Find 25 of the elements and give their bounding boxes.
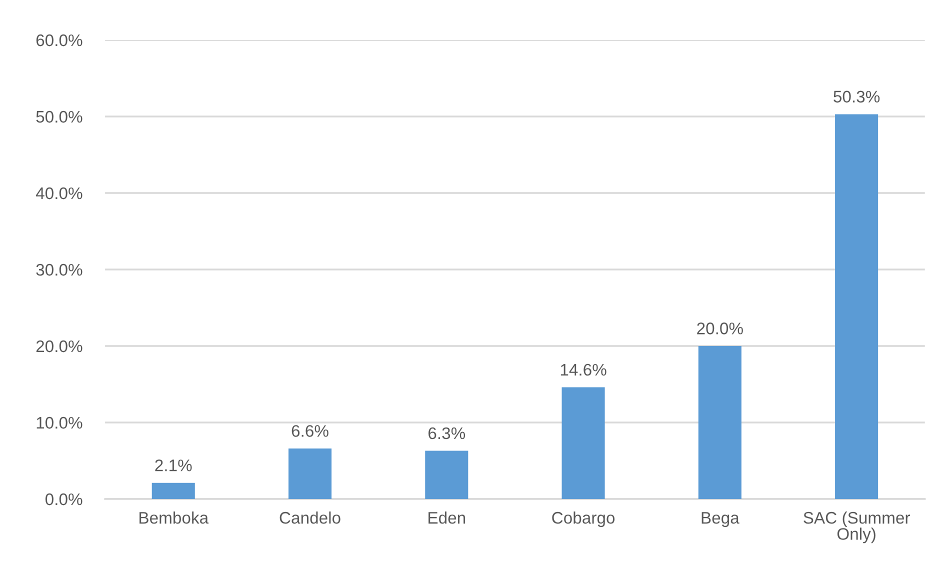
data-label: 14.6% <box>560 364 606 376</box>
y-tick-label: 50.0% <box>36 110 82 123</box>
y-tick-label: 0.0% <box>46 493 82 506</box>
data-label: 2.1% <box>155 459 192 472</box>
x-tick-label: Candelo <box>280 511 340 524</box>
x-tick-label: Cobargo <box>552 511 615 528</box>
data-label: 6.6% <box>292 425 328 437</box>
y-tick-label: 60.0% <box>36 34 82 46</box>
data-label: 6.3% <box>428 427 466 440</box>
y-tick-label: 30.0% <box>36 264 82 276</box>
x-tick-label: SAC (Summer Only) <box>804 511 910 544</box>
bar <box>152 482 195 499</box>
bar <box>835 114 878 499</box>
bar <box>698 346 742 499</box>
y-tick-label: 10.0% <box>36 416 82 429</box>
y-tick-label: 20.0% <box>36 340 82 352</box>
bar <box>562 387 605 499</box>
bar <box>288 448 332 499</box>
y-tick-label: 40.0% <box>36 187 82 200</box>
data-label: 20.0% <box>697 322 743 334</box>
data-label: 50.3% <box>834 90 880 103</box>
x-tick-label: Eden <box>428 511 466 524</box>
x-tick-label: Bega <box>702 512 740 528</box>
x-tick-label: Bemboka <box>140 511 209 524</box>
bar <box>425 450 468 499</box>
